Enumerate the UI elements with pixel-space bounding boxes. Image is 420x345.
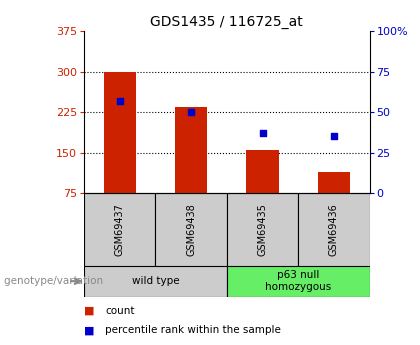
Text: GSM69436: GSM69436 [329,203,339,256]
Title: GDS1435 / 116725_at: GDS1435 / 116725_at [150,14,303,29]
Bar [84,193,155,266]
Bar [247,150,278,193]
Point [116,98,123,104]
Text: GSM69437: GSM69437 [115,203,125,256]
Point [331,134,337,139]
Text: wild type: wild type [131,276,179,286]
Bar [298,193,370,266]
Bar [227,266,370,297]
Text: genotype/variation: genotype/variation [4,276,110,286]
Text: count: count [105,306,134,316]
Bar [155,193,227,266]
Text: ■: ■ [84,325,94,335]
Text: GSM69435: GSM69435 [257,203,268,256]
Bar [175,107,207,193]
Bar [84,266,227,297]
Text: percentile rank within the sample: percentile rank within the sample [105,325,281,335]
Text: ■: ■ [84,306,94,316]
Bar [104,71,136,193]
Bar [318,171,350,193]
Point [259,130,266,136]
Text: GSM69438: GSM69438 [186,203,196,256]
Point [188,109,194,115]
Text: p63 null
homozygous: p63 null homozygous [265,270,331,292]
Bar [227,193,298,266]
